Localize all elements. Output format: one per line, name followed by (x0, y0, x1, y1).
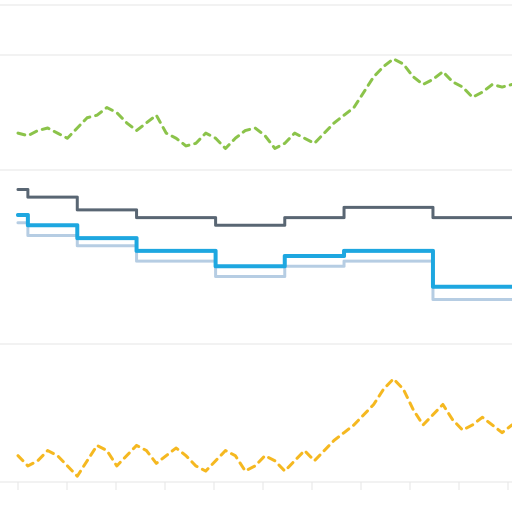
time-series-chart (0, 0, 512, 512)
series-dark-grey (18, 189, 512, 225)
series-yellow (18, 379, 512, 476)
series-green (18, 59, 512, 149)
